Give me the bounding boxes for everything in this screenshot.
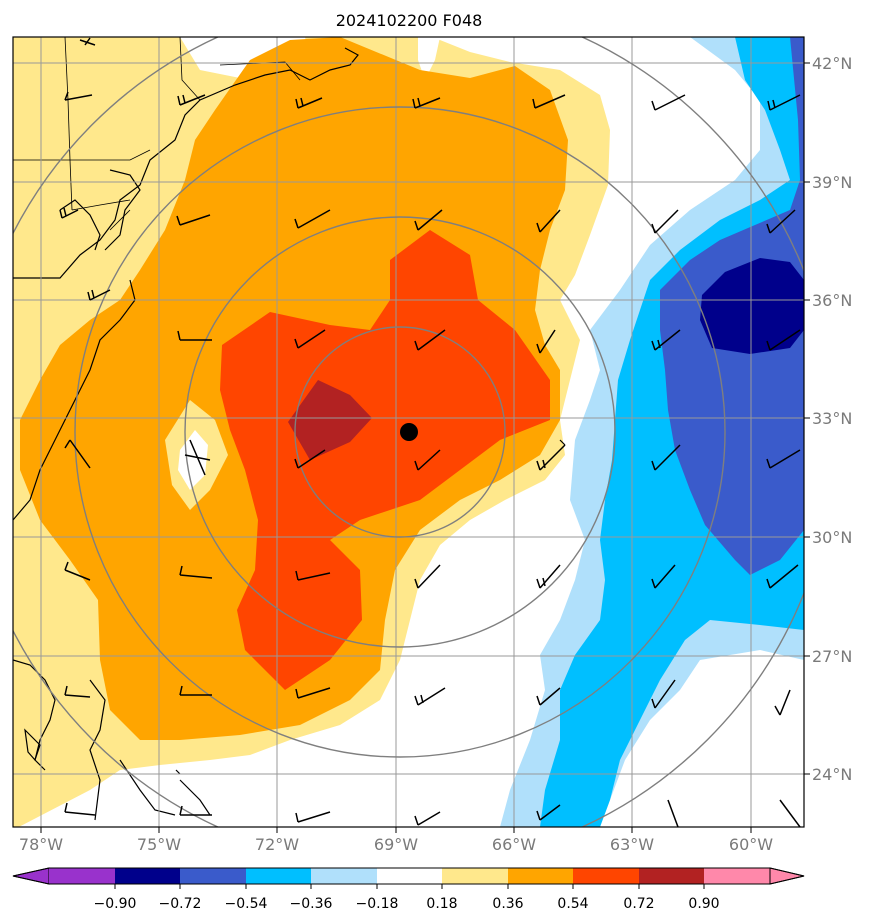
- lon-label-60: 60°W: [729, 835, 773, 854]
- wind-barbs: [59, 37, 801, 827]
- lon-label-75: 75°W: [137, 835, 181, 854]
- colorbar-tick-label: 0.36: [492, 896, 523, 912]
- lat-label-36: 36°N: [812, 291, 852, 310]
- contour-fill-0.72: [288, 380, 372, 460]
- colorbar-bin: [704, 868, 770, 884]
- lat-label-33: 33°N: [812, 409, 852, 428]
- colorbar-bin: [573, 868, 639, 884]
- colorbar-tick-label: −0.90: [94, 896, 137, 912]
- graticule: [13, 37, 804, 827]
- colorbar-tick-label: −0.72: [159, 896, 202, 912]
- map-area: [13, 37, 804, 827]
- map-frame: [12, 36, 805, 828]
- lon-label-66: 66°W: [492, 835, 536, 854]
- lon-label-63: 63°W: [610, 835, 654, 854]
- colorbar-tick-label: −0.54: [225, 896, 268, 912]
- lat-label-24: 24°N: [812, 765, 852, 784]
- colorbar-bin: [246, 868, 311, 884]
- colorbar: −0.90 −0.72 −0.54 −0.36 −0.18 0.18 0.36 …: [12, 867, 805, 912]
- lat-label-30: 30°N: [812, 528, 852, 547]
- lat-label-39: 39°N: [812, 173, 852, 192]
- colorbar-bin: [115, 868, 180, 884]
- colorbar-tick-label: 0.90: [688, 896, 719, 912]
- colorbar-tick-label: 0.18: [426, 896, 457, 912]
- colorbar-tick-label: −0.18: [356, 896, 399, 912]
- colorbar-bin: [508, 868, 573, 884]
- lat-label-42: 42°N: [812, 54, 852, 73]
- lon-label-72: 72°W: [255, 835, 299, 854]
- colorbar-bin: [180, 868, 246, 884]
- range-rings: [13, 37, 804, 827]
- colorbar-extend-low: [12, 867, 50, 885]
- longitude-labels: 78°W 75°W 72°W 69°W 66°W 63°W 60°W: [19, 827, 773, 854]
- lon-label-69: 69°W: [374, 835, 418, 854]
- colorbar-tick-label: −0.36: [290, 896, 333, 912]
- lat-label-27: 27°N: [812, 647, 852, 666]
- colorbar-bin: [442, 868, 508, 884]
- contour-fill-neg-0.72: [700, 258, 804, 354]
- lon-label-78: 78°W: [19, 835, 63, 854]
- colorbar-bin: [639, 868, 704, 884]
- storm-center-marker: [400, 423, 418, 441]
- figure-title: 2024102200 F048: [336, 11, 483, 30]
- colorbar-bin: [311, 868, 377, 884]
- colorbar-extend-high: [769, 867, 805, 885]
- colorbar-tick-label: 0.72: [623, 896, 654, 912]
- latitude-labels: 42°N 39°N 36°N 33°N 30°N 27°N 24°N: [804, 54, 852, 784]
- colorbar-bin: [377, 868, 442, 884]
- coastlines: [13, 47, 566, 821]
- colorbar-bin: [49, 868, 115, 884]
- colorbar-tick-label: 0.54: [557, 896, 588, 912]
